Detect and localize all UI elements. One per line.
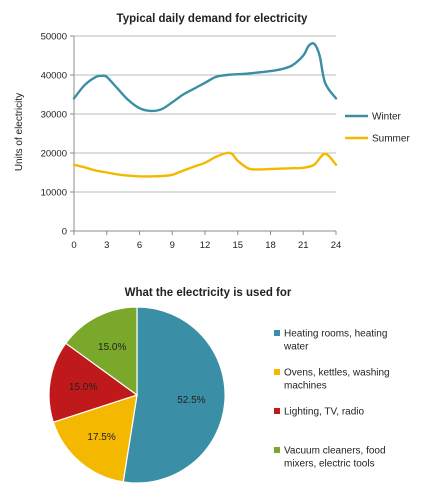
lighting-legend-label: Lighting, TV, radio xyxy=(284,407,364,418)
pie-slice-heating xyxy=(122,306,226,484)
y-axis-label: Units of electricity xyxy=(14,93,25,171)
pie-slice-label: 17.5% xyxy=(87,432,115,443)
heating-legend-swatch xyxy=(274,330,280,336)
line-chart: Typical daily demand for electricity Uni… xyxy=(14,13,410,251)
pie-legend: Heating rooms, heating water Ovens, kettle… xyxy=(274,329,390,470)
heating-legend-label: water xyxy=(283,342,309,353)
y-tick-label: 50000 xyxy=(41,32,67,43)
winter-line xyxy=(72,41,338,113)
x-tick-label: 18 xyxy=(265,240,276,251)
series-lines xyxy=(72,41,338,178)
x-tick-label: 21 xyxy=(298,240,309,251)
pie-slices xyxy=(48,306,226,484)
y-tick-label: 30000 xyxy=(41,110,67,121)
y-tick-label: 0 xyxy=(62,227,67,238)
pie-slice-lighting xyxy=(48,342,139,423)
line-chart-title: Typical daily demand for electricity xyxy=(117,13,308,25)
pie-slice-label: 15.0% xyxy=(98,342,126,353)
heating-legend-label: Heating rooms, heating xyxy=(284,329,387,340)
summer-line xyxy=(72,151,338,178)
x-tick-label: 9 xyxy=(170,240,175,251)
winter-legend-label: Winter xyxy=(372,112,402,123)
ovens-legend-swatch xyxy=(274,369,280,375)
ovens-legend-label: Ovens, kettles, washing xyxy=(284,368,390,379)
ovens-legend-label: machines xyxy=(284,381,327,392)
pie-slice-label: 15.0% xyxy=(69,382,97,393)
summer-legend-label: Summer xyxy=(372,134,410,145)
pie-slice-vacuum xyxy=(64,306,138,397)
y-tick-label: 10000 xyxy=(41,188,67,199)
x-tick-label: 3 xyxy=(104,240,109,251)
axes xyxy=(70,35,337,235)
lighting-legend-swatch xyxy=(274,408,280,414)
x-tick-label: 6 xyxy=(137,240,142,251)
pie-slice-label: 52.5% xyxy=(177,395,205,406)
vacuum-legend-label: mixers, electric tools xyxy=(284,459,375,470)
x-tick-label: 12 xyxy=(200,240,211,251)
line-legend: Winter Summer xyxy=(345,112,410,145)
pie-slice-ovens xyxy=(52,394,138,483)
y-tick-label: 20000 xyxy=(41,149,67,160)
pie-chart-title: What the electricity is used for xyxy=(125,287,292,299)
x-tick-label: 0 xyxy=(71,240,76,251)
y-tick-label: 40000 xyxy=(41,71,67,82)
vacuum-legend-label: Vacuum cleaners, food xyxy=(284,446,386,457)
x-tick-label: 15 xyxy=(232,240,243,251)
tick-labels: 0 10000 20000 30000 40000 50000 0 3 6 9 12 15 18 21 24 xyxy=(41,32,342,252)
vacuum-legend-swatch xyxy=(274,447,280,453)
pie-slice-labels: 52.5% 17.5% 15.0% 15.0% xyxy=(69,342,206,443)
pie-chart: What the electricity is used for 52.5% 17… xyxy=(48,287,390,484)
gridlines xyxy=(74,35,336,193)
x-tick-label: 24 xyxy=(331,240,342,251)
